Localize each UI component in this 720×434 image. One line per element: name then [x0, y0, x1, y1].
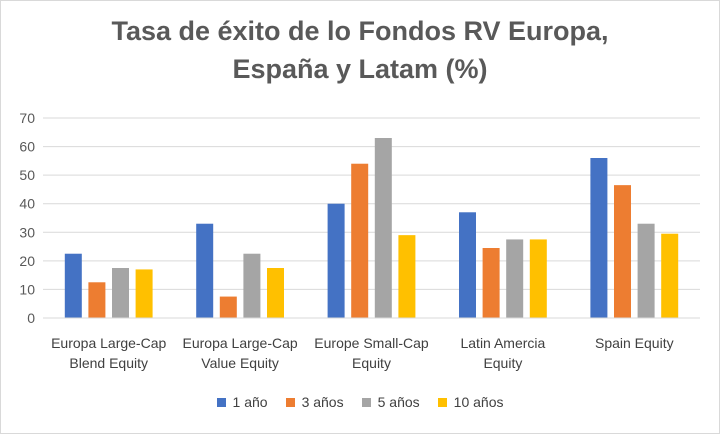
- legend-item: 3 años: [285, 394, 344, 410]
- legend-swatch: [437, 397, 447, 407]
- bar: [661, 233, 679, 318]
- legend-item: 10 años: [437, 394, 504, 410]
- y-axis: 0 10 20 30 40 50 60 70: [19, 110, 35, 326]
- y-tick-label: 0: [27, 310, 35, 326]
- x-tick-label: Latin Amercia Equity: [460, 335, 545, 371]
- bar: [482, 248, 500, 318]
- legend-label: 1 año: [232, 394, 268, 410]
- x-tick-label: Europa Large-Cap Value Equity: [183, 335, 298, 371]
- legend-swatch: [285, 397, 295, 407]
- bar: [219, 296, 237, 318]
- bar: [267, 268, 284, 318]
- chart-title-line-2: España y Latam (%): [232, 54, 488, 84]
- x-tick-label: Europe Small-Cap Equity: [314, 335, 429, 371]
- bar: [196, 223, 214, 318]
- y-tick-label: 40: [19, 196, 35, 212]
- bar: [374, 138, 392, 318]
- bar: [506, 239, 524, 318]
- legend: 1 año 3 años 5 años 10 años: [0, 394, 720, 410]
- legend-swatch: [361, 397, 371, 407]
- y-tick-label: 60: [19, 139, 35, 155]
- x-axis: Europa Large-Cap Blend Equity Europa Large…: [43, 317, 700, 371]
- y-tick-label: 50: [19, 167, 35, 183]
- bars: [64, 138, 679, 318]
- legend-label: 5 años: [377, 394, 420, 410]
- bar: [398, 235, 416, 318]
- legend-swatch: [216, 397, 226, 407]
- bar: [88, 282, 106, 318]
- y-tick-label: 10: [19, 281, 35, 297]
- legend-item: 1 año: [216, 394, 268, 410]
- y-tick-label: 70: [19, 110, 35, 126]
- bar: [590, 158, 608, 318]
- bar: [459, 212, 476, 318]
- bar: [135, 269, 153, 318]
- bar: [243, 253, 261, 318]
- x-tick-label: Europa Large-Cap Blend Equity: [51, 335, 166, 371]
- legend-label: 3 años: [301, 394, 344, 410]
- bar: [327, 203, 345, 318]
- bar: [64, 253, 82, 318]
- bar: [614, 185, 631, 318]
- bar: [529, 239, 547, 318]
- bar: [112, 268, 129, 318]
- chart-title: Tasa de éxito de lo Fondos RV Europa, Es…: [0, 12, 720, 88]
- x-tick-label: Spain Equity: [595, 335, 674, 351]
- legend-item: 5 años: [361, 394, 420, 410]
- bar: [637, 223, 655, 318]
- y-tick-label: 20: [19, 253, 35, 269]
- chart-title-line-1: Tasa de éxito de lo Fondos RV Europa,: [111, 16, 609, 46]
- y-tick-label: 30: [19, 224, 35, 240]
- legend-label: 10 años: [453, 394, 504, 410]
- bar: [351, 163, 369, 318]
